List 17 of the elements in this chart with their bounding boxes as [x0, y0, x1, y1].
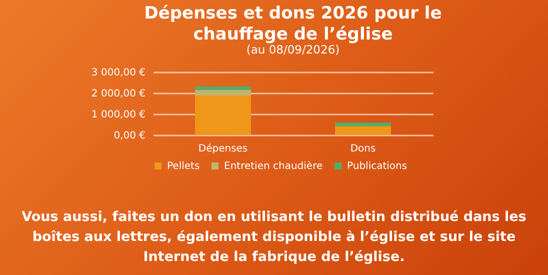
y-tick-label: 3 000,00 €	[91, 68, 146, 78]
bar	[335, 122, 391, 126]
chart-title: Dépenses et dons 2026 pour le chauffage de l’église	[144, 4, 442, 44]
chart-subtitle: (au 08/09/2026)	[246, 42, 340, 56]
bar	[195, 96, 251, 135]
y-tick-label: 1 000,00 €	[91, 110, 146, 120]
y-tick-label: 2 000,00 €	[91, 88, 146, 100]
x-tick-label: Dons	[350, 144, 376, 154]
legend-label: Publications	[347, 161, 408, 172]
legend-label: Pellets	[167, 161, 200, 172]
bar	[335, 126, 391, 135]
y-tick-label: 0,00 €	[114, 130, 146, 142]
bar	[195, 86, 251, 90]
text: Vous aussi, faites un don en utilisant le bulletin distribué dans les boîtes aux lettres, également disponible à l’église et sur le site Internet de la fabrique de l’église.	[20, 208, 528, 267]
legend-label: Entretien chaudière	[224, 161, 323, 172]
bar	[195, 90, 251, 96]
x-tick-label: Dépenses	[198, 144, 248, 154]
